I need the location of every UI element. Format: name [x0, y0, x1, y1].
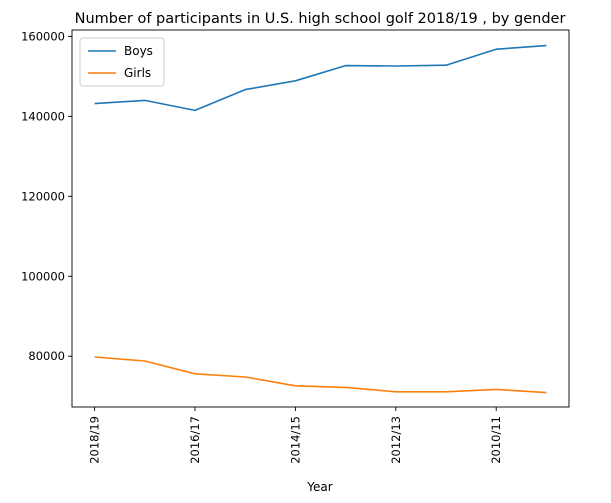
y-tick-label: 120000: [21, 189, 65, 203]
legend-label-boys: Boys: [124, 44, 153, 58]
x-tick-label: 2014/15: [288, 416, 302, 464]
y-tick-label: 100000: [21, 269, 65, 283]
x-tick-label: 2010/11: [489, 416, 503, 464]
plot-area: 80000 100000 120000 140000 160000 2018/19 2016…: [21, 29, 570, 464]
y-tick-label: 140000: [21, 109, 65, 123]
series-line-girls: [94, 356, 547, 394]
chart-title: Number of participants in U.S. high scho…: [75, 11, 566, 27]
legend-box: [79, 37, 165, 87]
x-tick-label: 2012/13: [389, 416, 403, 464]
x-tick-label: 2016/17: [188, 416, 202, 464]
x-tick-label: 2018/19: [88, 416, 102, 464]
plot-frame: [71, 29, 570, 408]
y-tick-label: 160000: [21, 29, 65, 43]
legend-label-girls: Girls: [124, 66, 151, 80]
series-line-boys: [94, 44, 547, 112]
legend: Boys Girls: [79, 37, 165, 87]
x-axis-label: Year: [306, 480, 332, 494]
y-tick-label: 80000: [28, 349, 65, 363]
